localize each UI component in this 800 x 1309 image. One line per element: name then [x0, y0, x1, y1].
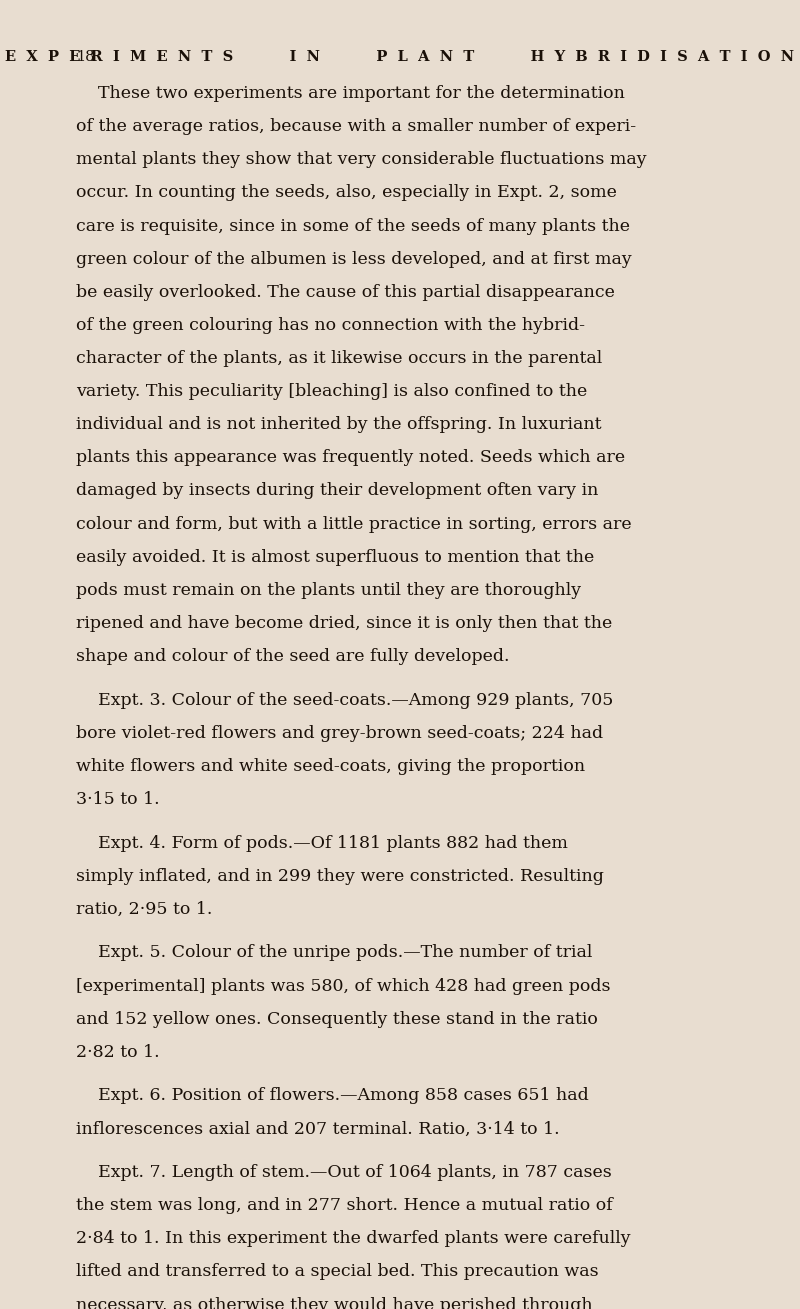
Text: of the average ratios, because with a smaller number of experi-: of the average ratios, because with a sm…: [76, 118, 636, 135]
Text: pods must remain on the plants until they are thoroughly: pods must remain on the plants until the…: [76, 581, 581, 598]
Text: character of the plants, as it likewise occurs in the parental: character of the plants, as it likewise …: [76, 350, 602, 367]
Text: E  X  P  E  R  I  M  E  N  T  S           I  N           P  L  A  N  T          : E X P E R I M E N T S I N P L A N T: [6, 50, 794, 64]
Text: colour and form, but with a little practice in sorting, errors are: colour and form, but with a little pract…: [76, 516, 632, 533]
Text: easily avoided. It is almost superfluous to mention that the: easily avoided. It is almost superfluous…: [76, 548, 594, 565]
Text: be easily overlooked. The cause of this partial disappearance: be easily overlooked. The cause of this …: [76, 284, 615, 301]
Text: 2·82 to 1.: 2·82 to 1.: [76, 1043, 160, 1060]
Text: [experimental] plants was 580, of which 428 had green pods: [experimental] plants was 580, of which …: [76, 978, 610, 995]
Text: occur. In counting the seeds, also, especially in Expt. 2, some: occur. In counting the seeds, also, espe…: [76, 185, 617, 202]
Text: These two experiments are important for the determination: These two experiments are important for …: [76, 85, 625, 102]
Text: ripened and have become dried, since it is only then that the: ripened and have become dried, since it …: [76, 615, 612, 632]
Text: green colour of the albumen is less developed, and at first may: green colour of the albumen is less deve…: [76, 250, 632, 267]
Text: Expt. 6. Position of flowers.—Among 858 cases 651 had: Expt. 6. Position of flowers.—Among 858 …: [76, 1088, 589, 1105]
Text: lifted and transferred to a special bed. This precaution was: lifted and transferred to a special bed.…: [76, 1263, 598, 1280]
Text: 2·84 to 1. In this experiment the dwarfed plants were carefully: 2·84 to 1. In this experiment the dwarfe…: [76, 1230, 630, 1247]
Text: individual and is not inherited by the offspring. In luxuriant: individual and is not inherited by the o…: [76, 416, 602, 433]
Text: ratio, 2·95 to 1.: ratio, 2·95 to 1.: [76, 901, 212, 918]
Text: inflorescences axial and 207 terminal. Ratio, 3·14 to 1.: inflorescences axial and 207 terminal. R…: [76, 1121, 560, 1138]
Text: Expt. 4. Form of pods.—Of 1181 plants 882 had them: Expt. 4. Form of pods.—Of 1181 plants 88…: [76, 835, 568, 852]
Text: necessary, as otherwise they would have perished through: necessary, as otherwise they would have …: [76, 1296, 593, 1309]
Text: bore violet-red flowers and grey-brown seed-coats; 224 had: bore violet-red flowers and grey-brown s…: [76, 725, 603, 742]
Text: 3·15 to 1.: 3·15 to 1.: [76, 791, 160, 808]
Text: of the green colouring has no connection with the hybrid-: of the green colouring has no connection…: [76, 317, 585, 334]
Text: the stem was long, and in 277 short. Hence a mutual ratio of: the stem was long, and in 277 short. Hen…: [76, 1198, 613, 1215]
Text: Expt. 3. Colour of the seed-coats.—Among 929 plants, 705: Expt. 3. Colour of the seed-coats.—Among…: [76, 691, 614, 708]
Text: 18: 18: [76, 50, 94, 64]
Text: care is requisite, since in some of the seeds of many plants the: care is requisite, since in some of the …: [76, 217, 630, 234]
Text: Expt. 5. Colour of the unripe pods.—The number of trial: Expt. 5. Colour of the unripe pods.—The …: [76, 944, 592, 961]
Text: Expt. 7. Length of stem.—Out of 1064 plants, in 787 cases: Expt. 7. Length of stem.—Out of 1064 pla…: [76, 1164, 612, 1181]
Text: plants this appearance was frequently noted. Seeds which are: plants this appearance was frequently no…: [76, 449, 625, 466]
Text: and 152 yellow ones. Consequently these stand in the ratio: and 152 yellow ones. Consequently these …: [76, 1011, 598, 1028]
Text: shape and colour of the seed are fully developed.: shape and colour of the seed are fully d…: [76, 648, 510, 665]
Text: mental plants they show that very considerable fluctuations may: mental plants they show that very consid…: [76, 152, 646, 169]
Text: damaged by insects during their development often vary in: damaged by insects during their developm…: [76, 483, 598, 500]
Text: variety. This peculiarity [bleaching] is also confined to the: variety. This peculiarity [bleaching] is…: [76, 384, 587, 401]
Text: simply inflated, and in 299 they were constricted. Resulting: simply inflated, and in 299 they were co…: [76, 868, 604, 885]
Text: white flowers and white seed-coats, giving the proportion: white flowers and white seed-coats, givi…: [76, 758, 585, 775]
